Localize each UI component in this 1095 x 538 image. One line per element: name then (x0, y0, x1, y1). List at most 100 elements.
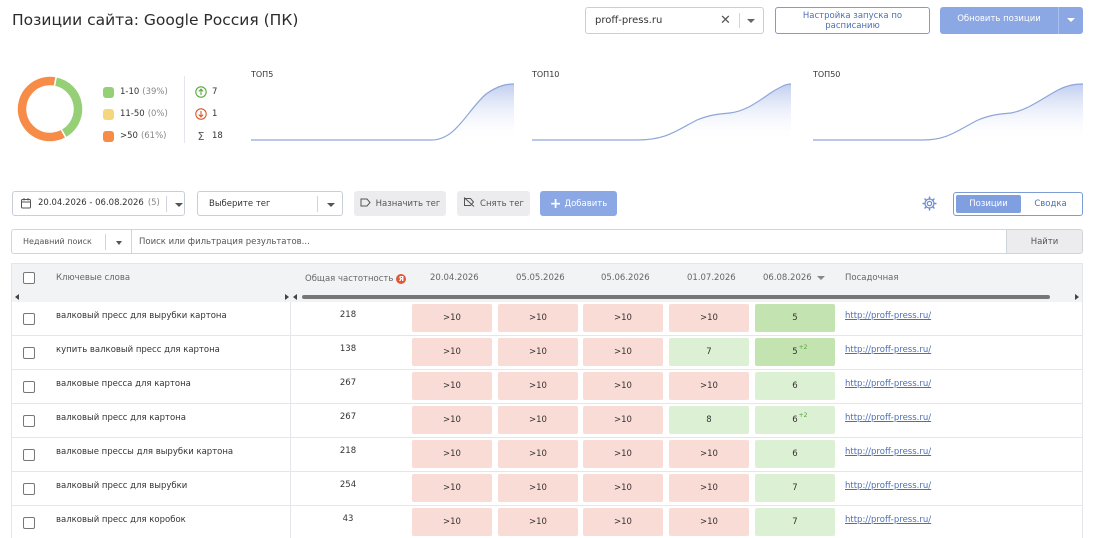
remove-tag-button[interactable]: Снять тег (457, 191, 530, 216)
position-cell: >10 (583, 508, 663, 536)
position-value: >10 (443, 483, 461, 493)
frequency-cell: 218 (339, 310, 357, 320)
column-header-date-2[interactable]: 05.05.2026 (516, 273, 565, 283)
landing-link[interactable]: http://proff-press.ru/ (845, 379, 932, 389)
stat-total-value: 18 (212, 131, 223, 141)
gear-icon[interactable] (922, 196, 937, 214)
date-count: (5) (147, 198, 160, 208)
stat-down-value: 1 (212, 109, 218, 119)
assign-tag-label: Назначить тег (375, 198, 441, 209)
table-row[interactable]: валковый пресс для коробок 43 >10 >10 >10 >10… (12, 506, 1082, 538)
row-checkbox[interactable] (23, 517, 35, 529)
position-delta: +2 (798, 344, 808, 351)
find-button[interactable]: Найти (1006, 229, 1083, 254)
column-header-landing[interactable]: Посадочная (845, 273, 899, 283)
domain-select[interactable]: proff-press.ru ✕ (585, 7, 764, 34)
divider (184, 76, 185, 143)
frequency-cell: 267 (339, 412, 357, 422)
search-input[interactable] (131, 229, 1007, 254)
chevron-down-icon[interactable] (175, 203, 183, 207)
assign-tag-button[interactable]: Назначить тег (354, 191, 446, 216)
table-row[interactable]: валковые прессы для вырубки картона 218 >1… (12, 438, 1082, 472)
keyword-cell: валковый пресс для картона (56, 413, 186, 423)
horizontal-scrollbar[interactable] (12, 292, 1082, 302)
row-checkbox[interactable] (23, 313, 35, 325)
position-value: >10 (529, 483, 547, 493)
scroll-right-icon[interactable] (285, 294, 289, 300)
chevron-down-icon[interactable] (327, 203, 335, 207)
row-checkbox[interactable] (23, 347, 35, 359)
position-cell: 6 (755, 372, 835, 400)
column-header-frequency[interactable]: Общая частотность Я (305, 274, 407, 284)
column-header-date-3[interactable]: 05.06.2026 (601, 273, 650, 283)
column-header-date-1[interactable]: 20.04.2026 (430, 273, 479, 283)
position-cell: >10 (583, 304, 663, 332)
row-checkbox[interactable] (23, 415, 35, 427)
position-cell: >10 (412, 304, 492, 332)
scroll-left-icon[interactable] (293, 294, 297, 300)
arrow-up-circle-icon (195, 86, 207, 98)
frequency-header-label: Общая частотность (305, 274, 394, 284)
landing-link[interactable]: http://proff-press.ru/ (845, 311, 932, 321)
position-cell: >10 (669, 304, 749, 332)
table-row[interactable]: валковые пресса для картона 267 >10 >10 >10 >… (12, 370, 1082, 404)
position-cell: >10 (583, 338, 663, 366)
update-positions-label: Обновить позиции (957, 14, 1041, 24)
table-row[interactable]: валковый пресс для картона 267 >10 >10 >10 8 6… (12, 404, 1082, 438)
legend-item: >50 (61%) (103, 125, 168, 147)
position-value: >10 (443, 449, 461, 459)
landing-link[interactable]: http://proff-press.ru/ (845, 515, 932, 525)
position-cell: 7 (755, 508, 835, 536)
scroll-right-icon[interactable] (1075, 294, 1079, 300)
chevron-down-icon[interactable] (1067, 18, 1075, 22)
tab-summary[interactable]: Сводка (1034, 199, 1067, 209)
add-button[interactable]: + Добавить (540, 191, 617, 216)
scroll-left-icon[interactable] (15, 294, 19, 300)
position-cell: 5 (755, 304, 835, 332)
position-cell: 7 (755, 474, 835, 502)
position-cell: >10 (498, 474, 578, 502)
position-value: >10 (614, 347, 632, 357)
position-value: >10 (529, 347, 547, 357)
table-row[interactable]: валковый пресс для вырубки 254 >10 >10 >10 >1… (12, 472, 1082, 506)
position-value: >10 (614, 381, 632, 391)
top5-mini-chart: ТОП5 (251, 70, 514, 144)
scrollbar-thumb[interactable] (302, 295, 1050, 299)
table-row[interactable]: валковый пресс для вырубки картона 218 >10… (12, 302, 1082, 336)
tag-off-icon (463, 197, 475, 210)
row-checkbox[interactable] (23, 483, 35, 495)
landing-link[interactable]: http://proff-press.ru/ (845, 481, 932, 491)
donut-segment (53, 75, 84, 139)
sort-desc-icon (816, 276, 825, 280)
row-checkbox[interactable] (23, 381, 35, 393)
divider (739, 13, 740, 28)
landing-link[interactable]: http://proff-press.ru/ (845, 447, 932, 457)
clear-icon[interactable]: ✕ (720, 13, 731, 28)
position-cell: >10 (669, 474, 749, 502)
keyword-cell: валковые прессы для вырубки картона (56, 447, 234, 457)
calendar-icon (20, 197, 32, 212)
column-header-date-4[interactable]: 01.07.2026 (687, 273, 736, 283)
tab-positions[interactable]: Позиции (956, 195, 1021, 213)
landing-link[interactable]: http://proff-press.ru/ (845, 345, 932, 355)
recent-search-label: Недавний поиск (23, 237, 92, 246)
select-all-checkbox[interactable] (23, 272, 35, 284)
date-range-picker[interactable]: 20.04.2026 - 06.08.2026 (5) (12, 191, 185, 216)
chevron-down-icon[interactable] (747, 19, 755, 23)
position-cell: >10 (412, 372, 492, 400)
row-checkbox[interactable] (23, 449, 35, 461)
recent-search-select[interactable]: Недавний поиск (11, 229, 131, 254)
keyword-cell: валковые пресса для картона (56, 379, 191, 389)
schedule-button[interactable]: Настройка запуска по расписанию (775, 7, 930, 34)
tag-select[interactable]: Выберите тег (197, 191, 343, 216)
position-cell: >10 (412, 440, 492, 468)
position-value: 5 (792, 347, 798, 357)
column-header-keywords[interactable]: Ключевые слова (56, 273, 131, 283)
table-row[interactable]: купить валковый пресс для картона 138 >10 >… (12, 336, 1082, 370)
column-header-date-5[interactable]: 06.08.2026 (763, 273, 825, 283)
stat-up-value: 7 (212, 87, 218, 97)
landing-link[interactable]: http://proff-press.ru/ (845, 413, 932, 423)
chevron-down-icon[interactable] (116, 241, 122, 245)
position-value: >10 (529, 313, 547, 323)
update-positions-button[interactable]: Обновить позиции (940, 7, 1083, 34)
